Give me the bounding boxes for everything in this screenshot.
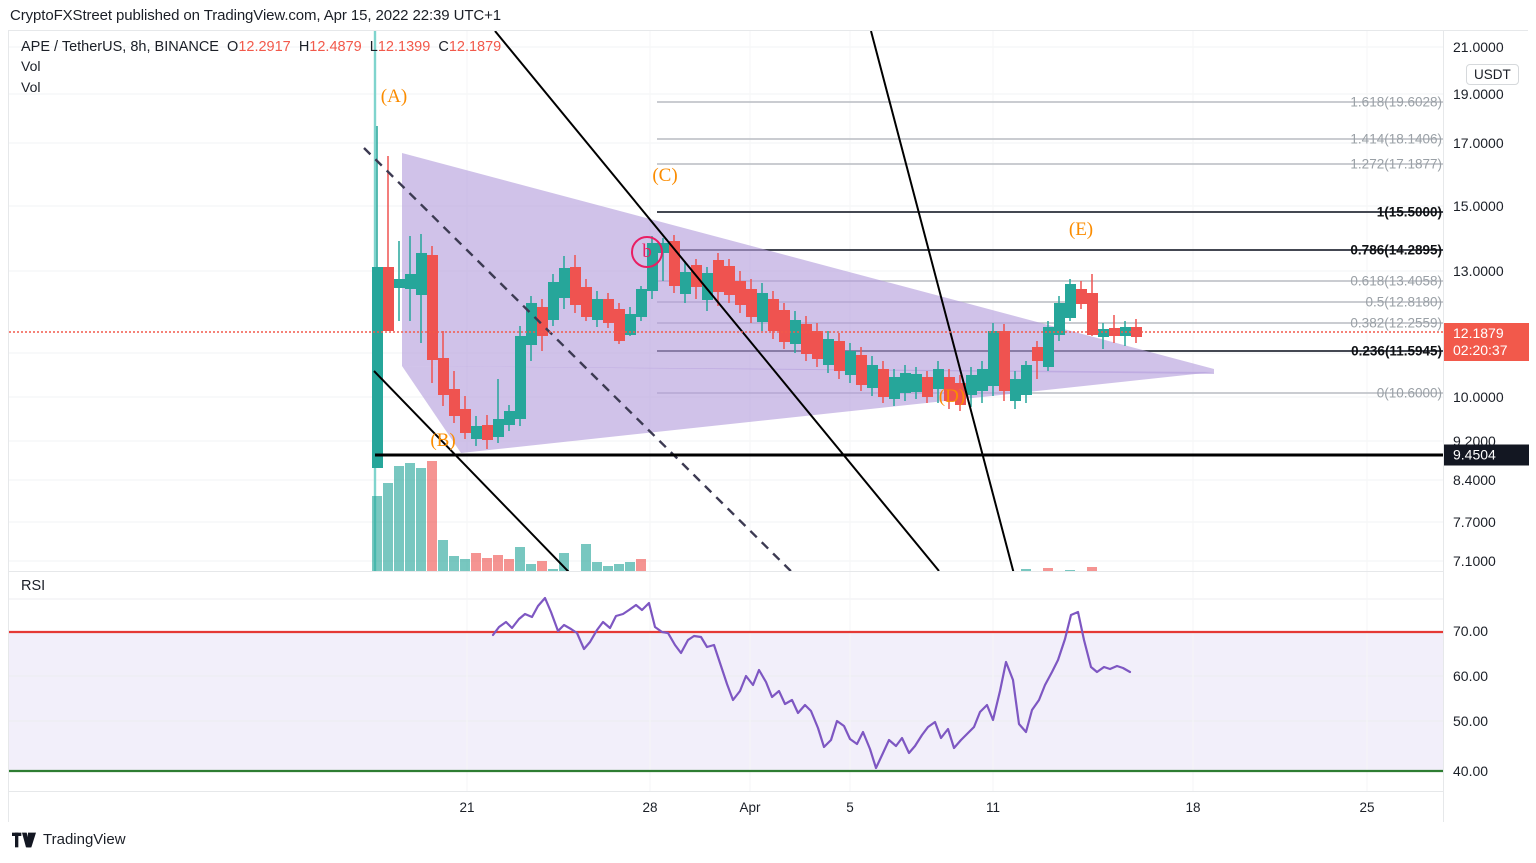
currency-unit-pill[interactable]: USDT — [1466, 64, 1519, 85]
price-tick-10: 10.0000 — [1453, 389, 1504, 405]
trendline-dashed — [363, 147, 793, 571]
trendline-upper-descending — [494, 31, 940, 571]
fib-label-05: 0.5(12.8180) — [1365, 294, 1442, 310]
rsi-tick-60: 60.00 — [1453, 668, 1489, 684]
rsi-band — [9, 632, 1443, 771]
fib-label-0236: 0.236(11.5945) — [1351, 343, 1442, 359]
rsi-line — [491, 596, 1132, 770]
current-price-value: 12.1879 — [1453, 325, 1504, 341]
time-label-18: 18 — [1185, 800, 1201, 815]
footer: TradingView — [12, 831, 126, 848]
rsi-legend-label: RSI — [21, 578, 46, 594]
rsi-tick-40: 40.00 — [1453, 763, 1489, 779]
publisher-attribution: CryptoFXStreet published on TradingView.… — [10, 7, 502, 24]
tradingview-brand-label: TradingView — [43, 831, 126, 848]
rsi-gridlines — [9, 598, 1443, 722]
time-label-28: 28 — [642, 800, 658, 815]
price-tick-21: 21.0000 — [1453, 39, 1504, 55]
current-price-badge[interactable]: 12.1879 02:20:37 — [1444, 323, 1529, 361]
time-label-11: 11 — [985, 800, 1001, 815]
pane-divider — [9, 571, 1443, 572]
fib-label-0786: 0.786(14.2895) — [1350, 242, 1442, 258]
trendlines — [363, 31, 1015, 571]
time-label-25: 25 — [1359, 800, 1375, 815]
price-graphics — [9, 31, 1443, 571]
wave-label-b: (B) — [430, 430, 456, 451]
time-label-5: 5 — [846, 800, 854, 815]
support-level-badge[interactable]: 9.4504 — [1444, 444, 1529, 466]
fib-label-0: 0(10.6000) — [1376, 385, 1442, 401]
candlestick-series — [372, 126, 1142, 468]
price-tick-84: 8.4000 — [1453, 472, 1496, 488]
price-axis[interactable]: 21.0000 USDT 19.0000 17.0000 15.0000 13.… — [1443, 31, 1529, 822]
price-tick-13: 13.0000 — [1453, 263, 1504, 279]
rsi-tick-50: 50.00 — [1453, 713, 1489, 729]
trendline-third-descending — [870, 31, 1015, 571]
rsi-tick-70: 70.00 — [1453, 623, 1489, 639]
tradingview-logo-icon — [12, 832, 36, 847]
fib-label-1: 1(15.5000) — [1376, 204, 1442, 220]
chart-frame: 1.618(19.6028) 1.414(18.1406) 1.272(17.1… — [8, 30, 1529, 822]
fib-label-1414: 1.414(18.1406) — [1350, 131, 1442, 147]
price-tick-15: 15.0000 — [1453, 198, 1504, 214]
fib-label-0382: 0.382(12.2559) — [1350, 315, 1442, 331]
wave-label-b-minor: b — [631, 236, 663, 268]
price-pane[interactable]: 1.618(19.6028) 1.414(18.1406) 1.272(17.1… — [9, 31, 1443, 571]
rsi-pane[interactable]: RSI — [9, 572, 1443, 791]
volume-series — [372, 461, 1097, 571]
fib-label-1618: 1.618(19.6028) — [1350, 94, 1442, 110]
fib-label-1272: 1.272(17.1877) — [1350, 156, 1442, 172]
fib-label-0618: 0.618(13.4058) — [1350, 273, 1442, 289]
rsi-graphics — [9, 572, 1443, 791]
wave-label-d: (D) — [938, 386, 966, 407]
wave-label-c: (C) — [652, 165, 678, 186]
price-tick-19: 19.0000 — [1453, 86, 1504, 102]
price-tick-17: 17.0000 — [1453, 135, 1504, 151]
wave-label-e: (E) — [1068, 219, 1094, 240]
wave-label-a: (A) — [380, 86, 408, 107]
time-axis[interactable]: 21 28 Apr 5 11 18 25 — [9, 791, 1443, 822]
time-label-apr: Apr — [739, 800, 761, 815]
price-tick-77: 7.7000 — [1453, 514, 1496, 530]
trendline-lower-descending — [373, 370, 570, 571]
bar-countdown: 02:20:37 — [1453, 342, 1508, 358]
time-label-21: 21 — [459, 800, 475, 815]
price-tick-71: 7.1000 — [1453, 553, 1496, 569]
